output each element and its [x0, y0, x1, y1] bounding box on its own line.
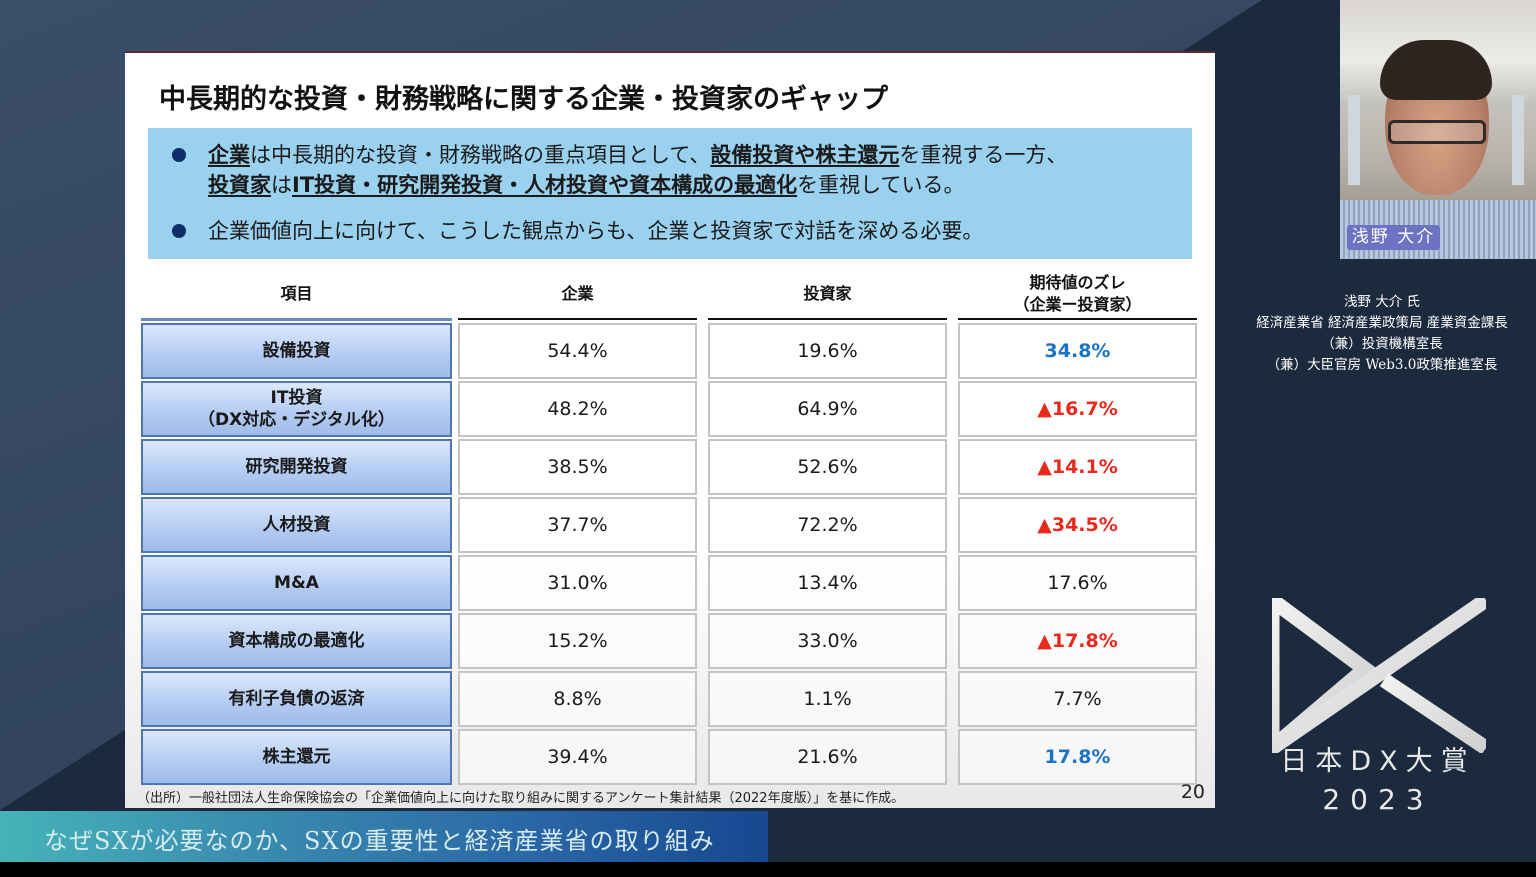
row-label: M&A — [141, 555, 452, 611]
speaker-webcam — [1340, 0, 1536, 259]
row-label: 人材投資 — [141, 497, 452, 553]
emphasis-investor: 投資家 — [208, 173, 271, 197]
row-label-text: IT投資 — [270, 388, 323, 408]
speaker-role-1: （兼）投資機構室長 — [1321, 336, 1443, 352]
logo-text: 日本DX大賞 — [1280, 746, 1476, 777]
cell-investor: 1.1% — [708, 671, 947, 727]
row-label: 有利子負債の返済 — [141, 671, 452, 727]
header-company: 企業 — [561, 284, 594, 303]
summary-bullet-1: 企業は中長期的な投資・財務戦略の重点項目として、設備投資や株主還元を重視する一方… — [172, 140, 1192, 200]
speaker-role-2: （兼）大臣官房 Web3.0政策推進室長 — [1266, 357, 1498, 373]
cell-investor: 33.0% — [708, 613, 947, 669]
row-label-text: 人材投資 — [262, 515, 331, 535]
row-label-text: 設備投資 — [262, 341, 331, 361]
cell-gap: ▲34.5% — [958, 497, 1197, 553]
cell-company: 8.8% — [458, 671, 697, 727]
speaker-title: 経済産業省 経済産業政策局 産業資金課長 — [1256, 315, 1508, 331]
speaker-name-tag: 浅野 大介 — [1347, 225, 1440, 250]
cell-company: 31.0% — [458, 555, 697, 611]
cell-gap: 7.7% — [958, 671, 1197, 727]
summary-bullet-2: 企業価値向上に向けて、こうした観点からも、企業と投資家で対話を深める必要。 — [172, 216, 1192, 246]
bullet-dot-icon — [172, 224, 186, 238]
row-label: 研究開発投資 — [141, 439, 452, 495]
header-item: 項目 — [280, 284, 313, 303]
row-label-text: 株主還元 — [262, 747, 331, 767]
webcam-window — [1348, 95, 1360, 185]
cell-company: 38.5% — [458, 439, 697, 495]
row-label-text: 資本構成の最適化 — [228, 631, 365, 651]
webcam-glasses — [1388, 120, 1486, 144]
bullet-text: 企業価値向上に向けて、こうした観点からも、企業と投資家で対話を深める必要。 — [208, 219, 984, 243]
emphasis-capex-shareholder: 設備投資や株主還元 — [710, 143, 900, 167]
cell-gap: 17.6% — [958, 555, 1197, 611]
text-fragment: は中長期的な投資・財務戦略の重点項目として、 — [250, 143, 711, 167]
row-label-text: 有利子負債の返済 — [228, 689, 365, 709]
letterbox-bar — [0, 862, 1536, 877]
text-fragment: を重視する一方、 — [899, 143, 1068, 167]
header-rule — [458, 318, 697, 320]
cell-gap: ▲14.1% — [958, 439, 1197, 495]
header-rule — [708, 318, 947, 320]
summary-box: 企業は中長期的な投資・財務戦略の重点項目として、設備投資や株主還元を重視する一方… — [148, 128, 1192, 259]
cell-company: 48.2% — [458, 381, 697, 437]
row-label-text: M&A — [274, 573, 319, 593]
bullet-dot-icon — [172, 148, 186, 162]
row-label: IT投資 （DX対応・デジタル化） — [141, 381, 452, 437]
cell-gap: ▲16.7% — [958, 381, 1197, 437]
row-label-text: 研究開発投資 — [245, 457, 348, 477]
cell-investor: 19.6% — [708, 323, 947, 379]
webcam-window — [1512, 95, 1524, 185]
cell-company: 37.7% — [458, 497, 697, 553]
speaker-info: 浅野 大介 氏 経済産業省 経済産業政策局 産業資金課長 （兼）投資機構室長 （… — [1226, 292, 1536, 376]
presentation-slide: 中長期的な投資・財務戦略に関する企業・投資家のギャップ 企業は中長期的な投資・財… — [125, 51, 1215, 808]
cell-investor: 13.4% — [708, 555, 947, 611]
slide-title: 中長期的な投資・財務戦略に関する企業・投資家のギャップ — [159, 84, 888, 115]
header-gap-line2: （企業ー投資家） — [1013, 295, 1142, 314]
header-investor: 投資家 — [803, 284, 852, 303]
header-rule — [958, 318, 1197, 320]
emphasis-investor-priorities: IT投資・研究開発投資・人材投資や資本構成の最適化 — [292, 173, 798, 197]
header-gap: 期待値のズレ （企業ー投資家） — [958, 270, 1197, 318]
cell-gap: ▲17.8% — [958, 613, 1197, 669]
cell-gap: 34.8% — [958, 323, 1197, 379]
row-label: 資本構成の最適化 — [141, 613, 452, 669]
webcam-hair — [1380, 40, 1492, 100]
page-number: 20 — [1180, 781, 1205, 803]
text-fragment: を重視している。 — [797, 173, 965, 197]
cell-investor: 72.2% — [708, 497, 947, 553]
source-note: （出所）一般社団法人生命保険協会の「企業価値向上に向けた取り組みに関するアンケー… — [137, 791, 905, 806]
cell-investor: 52.6% — [708, 439, 947, 495]
lower-third-banner: なぜSXが必要なのか、SXの重要性と経済産業省の取り組み — [0, 811, 768, 862]
row-label-subtext: （DX対応・デジタル化） — [198, 410, 395, 430]
logo-year: 2023 — [1322, 783, 1434, 816]
row-label: 設備投資 — [141, 323, 452, 379]
row-label: 株主還元 — [141, 729, 452, 785]
dx-award-logo-icon — [1272, 598, 1486, 753]
cell-investor: 21.6% — [708, 729, 947, 785]
speaker-name: 浅野 大介 氏 — [1343, 294, 1421, 310]
session-title: なぜSXが必要なのか、SXの重要性と経済産業省の取り組み — [44, 827, 715, 855]
cell-gap: 17.8% — [958, 729, 1197, 785]
cell-company: 15.2% — [458, 613, 697, 669]
emphasis-company: 企業 — [208, 143, 250, 167]
cell-investor: 64.9% — [708, 381, 947, 437]
header-rule — [141, 318, 452, 321]
text-fragment: は — [271, 173, 292, 197]
header-gap-line1: 期待値のズレ — [1029, 273, 1126, 292]
cell-company: 39.4% — [458, 729, 697, 785]
cell-company: 54.4% — [458, 323, 697, 379]
